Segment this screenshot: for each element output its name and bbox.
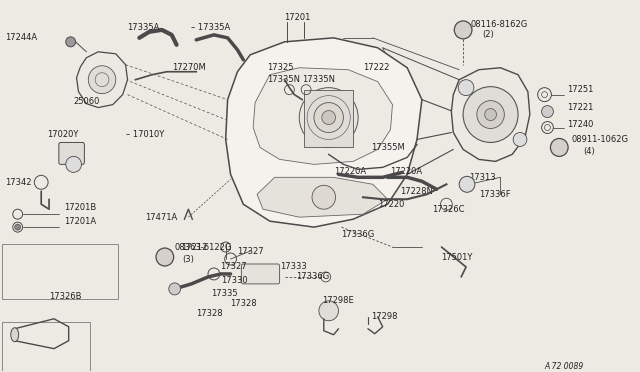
Text: 17330: 17330	[221, 276, 248, 285]
Circle shape	[312, 185, 335, 209]
FancyBboxPatch shape	[241, 264, 280, 284]
Text: A 72 0089: A 72 0089	[545, 362, 584, 371]
Circle shape	[513, 132, 527, 147]
FancyBboxPatch shape	[59, 142, 84, 164]
Polygon shape	[451, 68, 530, 161]
Text: 17335: 17335	[211, 289, 237, 298]
Text: 17471A: 17471A	[145, 213, 177, 222]
Text: 17201A: 17201A	[64, 217, 96, 226]
Text: 17212: 17212	[182, 243, 208, 251]
Circle shape	[319, 301, 339, 321]
Text: 17327: 17327	[220, 263, 246, 272]
Text: 17336F: 17336F	[479, 190, 511, 199]
Text: 17020Y: 17020Y	[47, 130, 79, 139]
Circle shape	[314, 103, 344, 132]
Circle shape	[477, 100, 504, 128]
Circle shape	[454, 21, 472, 39]
Text: 17240: 17240	[567, 120, 593, 129]
Text: 17201: 17201	[285, 13, 311, 22]
Text: 17221: 17221	[567, 103, 593, 112]
Text: 17335N: 17335N	[302, 75, 335, 84]
Circle shape	[458, 80, 474, 96]
Text: 17333: 17333	[280, 263, 307, 272]
Text: 08911-1062G: 08911-1062G	[571, 135, 628, 144]
Text: 17251: 17251	[567, 85, 593, 94]
Text: 17313: 17313	[469, 173, 495, 182]
FancyBboxPatch shape	[2, 322, 90, 372]
Circle shape	[484, 109, 497, 121]
Text: – 17335A: – 17335A	[191, 23, 230, 32]
Circle shape	[66, 156, 81, 172]
Text: 17327: 17327	[237, 247, 264, 256]
Text: 17220A: 17220A	[390, 167, 422, 176]
Text: 17335A: 17335A	[127, 23, 160, 32]
Circle shape	[169, 283, 180, 295]
Text: S: S	[163, 254, 167, 260]
Text: 17342: 17342	[5, 178, 31, 187]
Text: (2): (2)	[483, 31, 495, 39]
Circle shape	[156, 248, 173, 266]
Text: 17298E: 17298E	[322, 296, 353, 305]
Text: (4): (4)	[583, 147, 595, 156]
Polygon shape	[257, 177, 388, 217]
Circle shape	[550, 138, 568, 156]
Text: 17201B: 17201B	[64, 203, 96, 212]
Text: 17336G: 17336G	[296, 272, 330, 282]
Circle shape	[322, 110, 335, 125]
Text: – 17010Y: – 17010Y	[125, 130, 164, 139]
Text: 17222: 17222	[363, 63, 389, 72]
Polygon shape	[304, 90, 353, 147]
Circle shape	[300, 88, 358, 147]
Text: 17336G: 17336G	[342, 230, 374, 238]
Circle shape	[463, 87, 518, 142]
Text: 17326C: 17326C	[432, 205, 464, 214]
Polygon shape	[253, 68, 392, 164]
Circle shape	[459, 176, 475, 192]
Text: 08363-6122G: 08363-6122G	[175, 243, 232, 251]
Text: 17335N: 17335N	[267, 75, 300, 84]
Ellipse shape	[11, 328, 19, 342]
Text: B: B	[461, 27, 466, 33]
Circle shape	[541, 106, 554, 118]
Polygon shape	[226, 38, 422, 227]
Text: N: N	[556, 144, 562, 150]
Text: 17220: 17220	[378, 200, 404, 209]
Text: 17325: 17325	[267, 63, 293, 72]
Circle shape	[88, 66, 116, 94]
Polygon shape	[77, 52, 127, 108]
Text: 17328: 17328	[230, 299, 257, 308]
FancyBboxPatch shape	[2, 244, 118, 299]
Text: (3): (3)	[182, 254, 195, 263]
Text: 17355M: 17355M	[371, 143, 404, 152]
Text: 17244A: 17244A	[5, 33, 37, 42]
Circle shape	[15, 224, 20, 230]
Circle shape	[66, 37, 76, 47]
Text: 17298: 17298	[371, 312, 397, 321]
Text: 17328: 17328	[196, 309, 223, 318]
Text: 17270M: 17270M	[172, 63, 205, 72]
Text: 17326B: 17326B	[49, 292, 81, 301]
Text: 08116-8162G: 08116-8162G	[471, 20, 528, 29]
Text: 17220A: 17220A	[333, 167, 365, 176]
Text: 17501Y: 17501Y	[442, 253, 473, 262]
Text: 17228N: 17228N	[400, 187, 433, 196]
Text: 25060: 25060	[74, 97, 100, 106]
